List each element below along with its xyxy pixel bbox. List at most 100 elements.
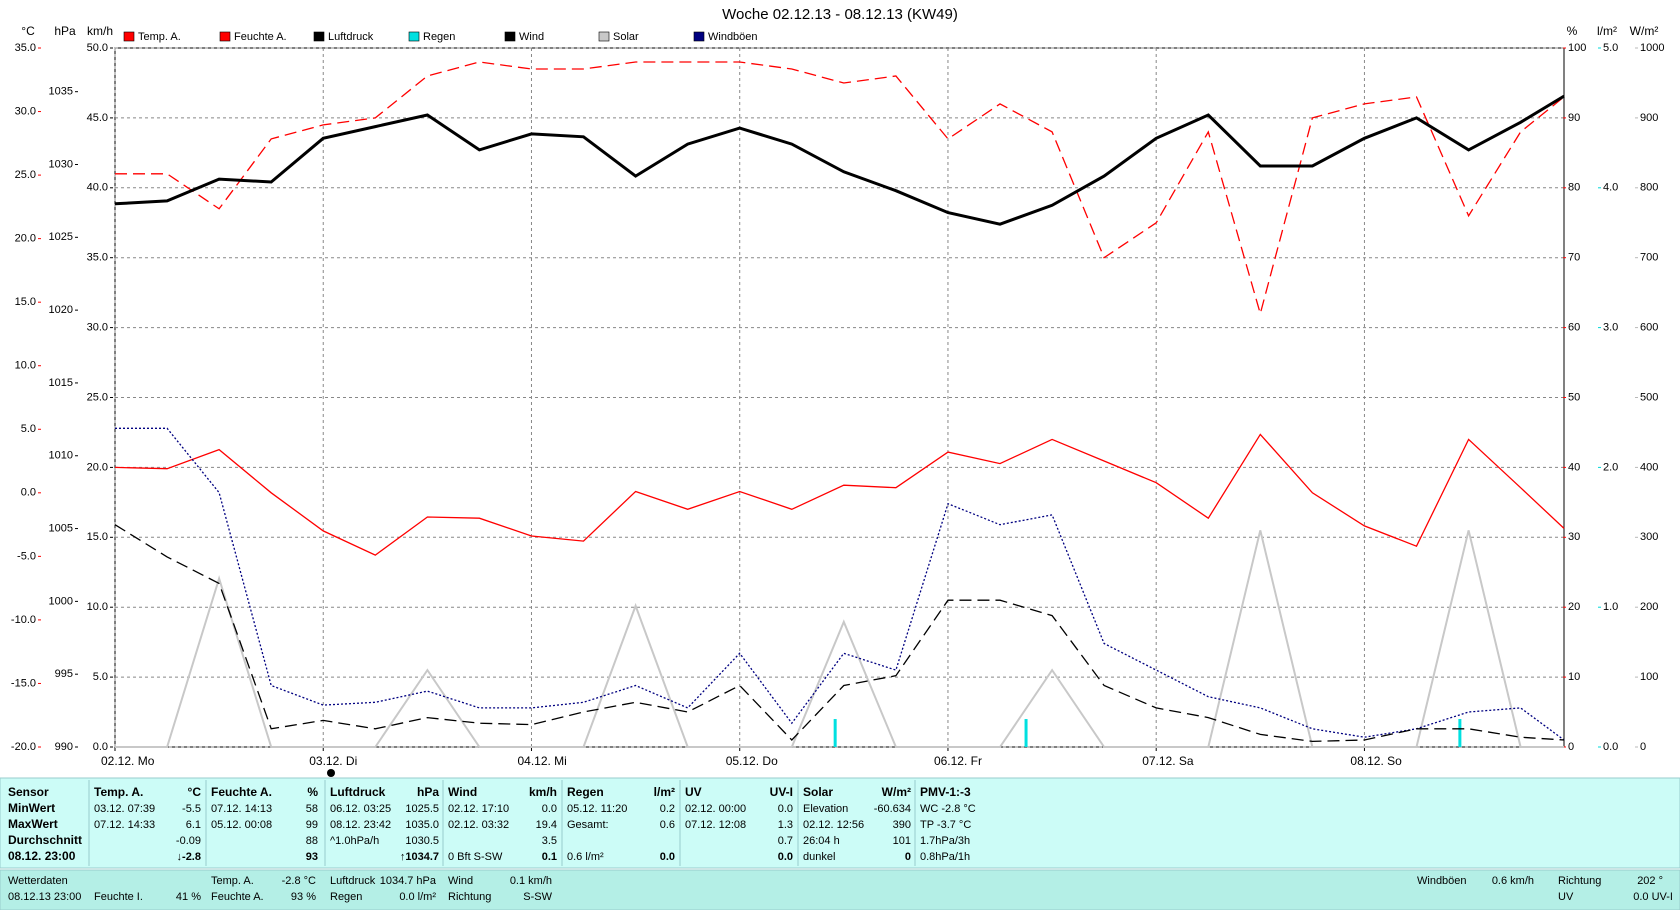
y-tick-label: 995 — [55, 668, 73, 680]
footer-value: -2.8 °C — [282, 875, 316, 887]
table-cell: WC -2.8 °C — [920, 803, 976, 815]
legend-swatch — [598, 31, 610, 42]
legend-label: Luftdruck — [328, 31, 374, 43]
table-cell: 58 — [306, 803, 318, 815]
table-cell: Elevation — [803, 803, 848, 815]
y-tick-label: 1025 — [49, 231, 73, 243]
footer-label: Wetterdaten — [8, 875, 68, 887]
y-tick-label: 300 — [1640, 531, 1658, 543]
table-cell: TP -3.7 °C — [920, 819, 971, 831]
footer-label: Regen — [330, 891, 362, 903]
table-header: UV-I — [770, 785, 793, 799]
y-tick-label: 1005 — [49, 522, 73, 534]
table-cell: 88 — [306, 835, 318, 847]
footer-value: 93 % — [291, 891, 316, 903]
table-cell: 07.12. 14:33 — [94, 819, 155, 831]
y-tick-label: 5.0 — [21, 423, 36, 435]
table-cell: 06.12. 03:25 — [330, 803, 391, 815]
legend-swatch — [219, 31, 231, 42]
footer-value: 41 % — [176, 891, 201, 903]
footer-label: Temp. A. — [211, 875, 254, 887]
y-tick-label: 5.0 — [93, 671, 108, 683]
series-line — [114, 94, 1565, 226]
y-tick-label: 30.0 — [15, 105, 36, 117]
y-tick-label: 0.0 — [93, 741, 108, 753]
y-tick-label: -10.0 — [11, 614, 36, 626]
table-cell: 3.5 — [542, 835, 557, 847]
table-cell: 0.8hPa/1h — [920, 851, 970, 863]
table-cell: 02.12. 03:32 — [448, 819, 509, 831]
table-cell: 02.12. 12:56 — [803, 819, 864, 831]
table-header: PMV-1:-3 — [920, 785, 971, 799]
series-line — [114, 433, 1565, 556]
footer-label: Richtung — [448, 891, 491, 903]
legend-swatch — [408, 31, 420, 42]
stats-table — [0, 777, 1680, 869]
table-header: km/h — [529, 785, 557, 799]
table-header: Feuchte A. — [211, 785, 272, 799]
y-tick-label: 0.0 — [21, 487, 36, 499]
axis-unit: W/m² — [1630, 24, 1659, 38]
table-header: % — [307, 785, 318, 799]
table-cell: 101 — [893, 835, 911, 847]
table-cell: 390 — [893, 819, 911, 831]
table-cell: dunkel — [803, 851, 835, 863]
y-tick-label: 10.0 — [15, 360, 36, 372]
row-label: MinWert — [8, 801, 55, 815]
series-line — [114, 524, 1565, 743]
footer-label: Feuchte I. — [94, 891, 143, 903]
table-header: Regen — [567, 785, 604, 799]
table-header: Temp. A. — [94, 785, 143, 799]
y-tick-label: 4.0 — [1603, 182, 1618, 194]
table-cell: 6.1 — [186, 819, 201, 831]
y-tick-label: 35.0 — [15, 42, 36, 54]
y-tick-label: 20 — [1568, 601, 1580, 613]
table-cell: 26:04 h — [803, 835, 840, 847]
table-cell: 0.0 — [778, 851, 793, 863]
axis-unit: °C — [21, 24, 35, 38]
x-tick-label: 07.12. Sa — [1142, 754, 1194, 768]
y-tick-label: 1000 — [1640, 42, 1664, 54]
axis-unit: l/m² — [1597, 24, 1617, 38]
table-cell: 0.7 — [778, 835, 793, 847]
time-marker — [327, 769, 335, 777]
chart-title: Woche 02.12.13 - 08.12.13 (KW49) — [722, 6, 958, 23]
table-cell: 0.1 — [542, 851, 557, 863]
y-tick-label: 30 — [1568, 531, 1580, 543]
y-tick-label: 900 — [1640, 112, 1658, 124]
y-tick-label: 70 — [1568, 252, 1580, 264]
y-tick-label: 0 — [1568, 741, 1574, 753]
table-header: W/m² — [882, 785, 911, 799]
table-cell: 07.12. 14:13 — [211, 803, 272, 815]
footer-value: S-SW — [523, 891, 552, 903]
y-tick-label: 1010 — [49, 450, 73, 462]
legend-swatch — [504, 31, 516, 42]
x-tick-label: 08.12. So — [1350, 754, 1402, 768]
y-tick-label: 40.0 — [87, 182, 108, 194]
y-tick-label: 1020 — [49, 304, 73, 316]
table-cell: 02.12. 00:00 — [685, 803, 746, 815]
y-tick-label: 100 — [1568, 42, 1586, 54]
x-tick-label: 02.12. Mo — [101, 754, 155, 768]
y-tick-label: 15.0 — [87, 531, 108, 543]
footer-value: 08.12.13 23:00 — [8, 891, 81, 903]
y-tick-label: 20.0 — [87, 461, 108, 473]
table-cell: 0.0 — [660, 851, 675, 863]
y-tick-label: 20.0 — [15, 233, 36, 245]
series-line — [115, 427, 1565, 741]
footer-value: 202 ° — [1637, 875, 1663, 887]
y-tick-label: 800 — [1640, 182, 1658, 194]
y-tick-label: 0.0 — [1603, 741, 1618, 753]
x-tick-label: 06.12. Fr — [934, 754, 982, 768]
axis-unit: km/h — [87, 24, 113, 38]
table-cell: 07.12. 12:08 — [685, 819, 746, 831]
footer-bar — [0, 869, 1680, 910]
row-label: 08.12. 23:00 — [8, 849, 76, 863]
y-tick-label: 1015 — [49, 377, 73, 389]
y-tick-label: 45.0 — [87, 112, 108, 124]
table-cell: ↑1034.7 — [400, 851, 439, 863]
table-cell: ^1.0hPa/h — [330, 835, 379, 847]
footer-label: Windböen — [1417, 875, 1467, 887]
